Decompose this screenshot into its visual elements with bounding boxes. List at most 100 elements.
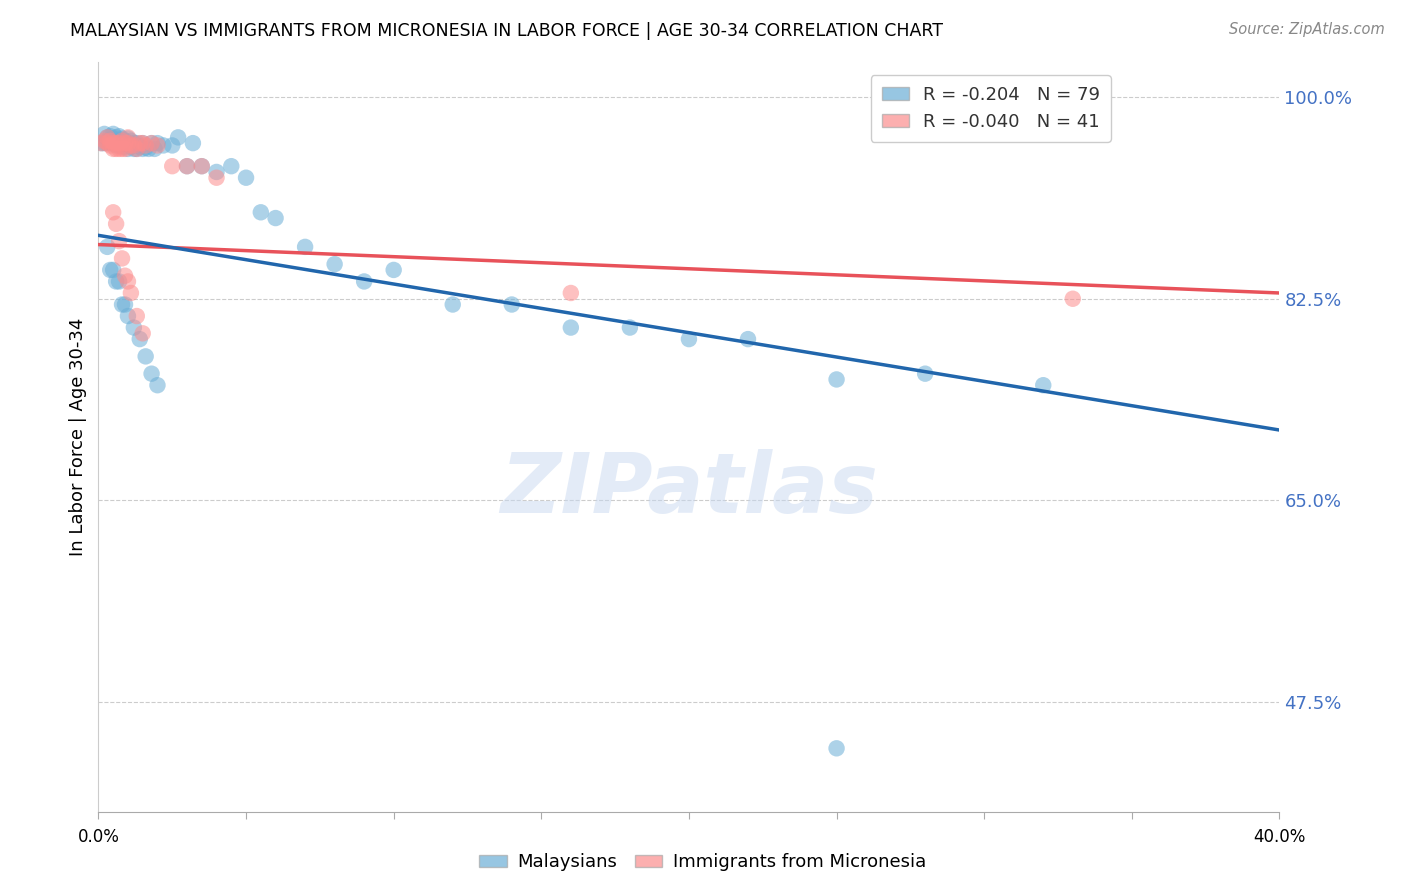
Point: [1032, 378, 1054, 392]
Point: [323, 257, 346, 271]
Point: [103, 142, 125, 156]
Point: [108, 138, 131, 153]
Text: 40.0%: 40.0%: [1253, 829, 1306, 847]
Point: [560, 285, 582, 300]
Point: [96, 134, 118, 148]
Point: [105, 142, 128, 156]
Point: [382, 263, 405, 277]
Point: [264, 211, 287, 225]
Point: [135, 350, 157, 364]
Point: [141, 136, 163, 150]
Point: [152, 138, 174, 153]
Text: Source: ZipAtlas.com: Source: ZipAtlas.com: [1229, 22, 1385, 37]
Point: [135, 141, 157, 155]
Point: [221, 159, 243, 173]
Point: [122, 142, 145, 156]
Point: [111, 131, 134, 145]
Point: [191, 159, 214, 173]
Point: [105, 135, 128, 149]
Point: [120, 138, 142, 153]
Point: [98, 129, 121, 144]
Point: [117, 275, 139, 289]
Point: [93, 134, 115, 148]
Point: [120, 139, 142, 153]
Point: [1062, 292, 1084, 306]
Point: [176, 159, 198, 173]
Point: [108, 134, 131, 148]
Text: 0.0%: 0.0%: [77, 829, 120, 847]
Point: [105, 138, 128, 153]
Point: [191, 159, 214, 173]
Point: [143, 142, 166, 156]
Point: [914, 367, 936, 381]
Y-axis label: In Labor Force | Age 30-34: In Labor Force | Age 30-34: [69, 318, 87, 557]
Point: [103, 135, 125, 149]
Point: [138, 142, 160, 156]
Point: [678, 332, 700, 346]
Point: [117, 309, 139, 323]
Point: [90, 136, 112, 150]
Text: MALAYSIAN VS IMMIGRANTS FROM MICRONESIA IN LABOR FORCE | AGE 30-34 CORRELATION C: MALAYSIAN VS IMMIGRANTS FROM MICRONESIA …: [70, 22, 943, 40]
Point: [108, 142, 131, 156]
Point: [105, 217, 128, 231]
Point: [96, 136, 118, 150]
Point: [125, 309, 148, 323]
Point: [108, 234, 131, 248]
Point: [103, 263, 125, 277]
Legend: Malaysians, Immigrants from Micronesia: Malaysians, Immigrants from Micronesia: [472, 847, 934, 879]
Point: [103, 136, 125, 150]
Point: [105, 130, 128, 145]
Point: [114, 142, 136, 156]
Point: [353, 275, 375, 289]
Point: [501, 297, 523, 311]
Point: [235, 170, 257, 185]
Point: [93, 127, 115, 141]
Point: [141, 136, 163, 150]
Point: [108, 275, 131, 289]
Point: [825, 372, 848, 386]
Point: [162, 159, 183, 173]
Point: [162, 138, 183, 153]
Point: [141, 367, 163, 381]
Point: [111, 297, 134, 311]
Point: [111, 252, 134, 266]
Text: ZIPatlas: ZIPatlas: [501, 449, 877, 530]
Point: [98, 133, 121, 147]
Point: [111, 136, 134, 150]
Point: [128, 332, 150, 346]
Point: [132, 142, 155, 156]
Point: [96, 130, 118, 145]
Point: [122, 136, 145, 150]
Point: [103, 136, 125, 150]
Point: [128, 136, 150, 150]
Point: [737, 332, 759, 346]
Point: [120, 285, 142, 300]
Point: [176, 159, 198, 173]
Point: [111, 142, 134, 156]
Point: [122, 320, 145, 334]
Point: [93, 136, 115, 150]
Point: [117, 130, 139, 145]
Point: [250, 205, 273, 219]
Point: [105, 136, 128, 150]
Point: [135, 138, 157, 153]
Point: [125, 142, 148, 156]
Point: [167, 130, 190, 145]
Point: [122, 138, 145, 153]
Point: [114, 297, 136, 311]
Point: [125, 142, 148, 156]
Point: [117, 142, 139, 156]
Point: [117, 136, 139, 150]
Point: [98, 134, 121, 148]
Point: [108, 129, 131, 144]
Point: [114, 136, 136, 150]
Point: [103, 127, 125, 141]
Point: [132, 326, 155, 341]
Legend: R = -0.204   N = 79, R = -0.040   N = 41: R = -0.204 N = 79, R = -0.040 N = 41: [870, 75, 1111, 142]
Point: [125, 136, 148, 150]
Point: [90, 136, 112, 150]
Point: [96, 136, 118, 150]
Point: [128, 139, 150, 153]
Point: [98, 136, 121, 150]
Point: [105, 275, 128, 289]
